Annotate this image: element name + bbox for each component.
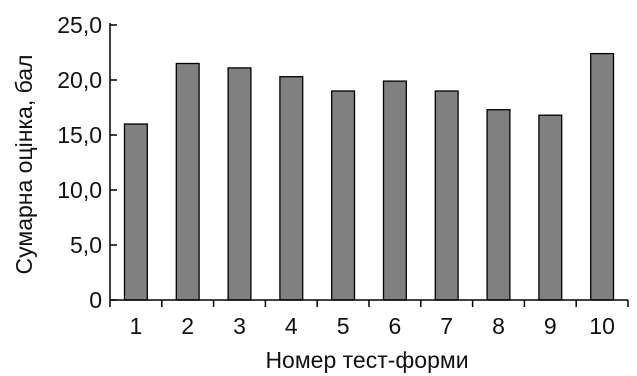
bar-9 bbox=[538, 114, 563, 301]
bar-4 bbox=[279, 76, 304, 301]
y-tick-label: 10,0 bbox=[57, 177, 102, 203]
y-tick-label: 5,0 bbox=[70, 232, 102, 258]
x-tick-label: 4 bbox=[285, 313, 298, 339]
y-tick-label: 0 bbox=[89, 287, 102, 313]
y-axis-title: Сумарна оцінка, бал bbox=[11, 55, 37, 275]
x-tick-label: 5 bbox=[337, 313, 350, 339]
bar-10 bbox=[590, 52, 615, 301]
x-tick-label: 6 bbox=[389, 313, 402, 339]
x-axis-ticks: 1 2 3 4 5 6 7 8 9 10 bbox=[109, 300, 629, 339]
bar-6 bbox=[382, 80, 407, 301]
x-tick-label: 3 bbox=[233, 313, 246, 339]
x-tick-label: 2 bbox=[181, 313, 194, 339]
x-tick-label: 7 bbox=[440, 313, 453, 339]
bar-7 bbox=[434, 90, 459, 301]
bar-8 bbox=[486, 109, 511, 301]
bar-1 bbox=[123, 123, 148, 301]
y-tick-label: 20,0 bbox=[57, 67, 102, 93]
x-tick-label: 9 bbox=[544, 313, 557, 339]
bar-5 bbox=[331, 90, 356, 301]
x-tick-label: 1 bbox=[130, 313, 143, 339]
y-axis-ticks: 0 5,0 10,0 15,0 20,0 25,0 bbox=[57, 12, 117, 313]
bars-group bbox=[123, 52, 615, 301]
x-tick-label: 8 bbox=[492, 313, 505, 339]
bar-2 bbox=[175, 62, 200, 301]
x-tick-label: 10 bbox=[589, 313, 615, 339]
y-tick-label: 25,0 bbox=[57, 12, 102, 38]
bar-3 bbox=[227, 67, 252, 301]
x-axis-title: Номер тест-форми bbox=[265, 347, 468, 373]
y-tick-label: 15,0 bbox=[57, 122, 102, 148]
